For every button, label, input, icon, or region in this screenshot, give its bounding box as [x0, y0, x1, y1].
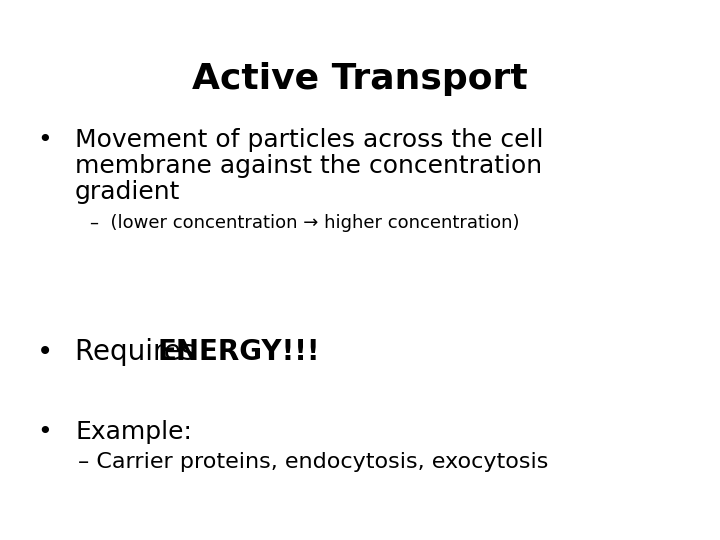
Text: •: •	[37, 338, 53, 366]
Text: ENERGY!!!: ENERGY!!!	[157, 338, 320, 366]
Text: •: •	[37, 128, 53, 152]
Text: Movement of particles across the cell: Movement of particles across the cell	[75, 128, 544, 152]
Text: membrane against the concentration: membrane against the concentration	[75, 154, 542, 178]
Text: – Carrier proteins, endocytosis, exocytosis: – Carrier proteins, endocytosis, exocyto…	[78, 452, 549, 472]
Text: –  (lower concentration → higher concentration): – (lower concentration → higher concentr…	[90, 214, 520, 232]
Text: Example:: Example:	[75, 420, 192, 444]
Text: •: •	[37, 420, 53, 444]
Text: Requires: Requires	[75, 338, 204, 366]
Text: gradient: gradient	[75, 180, 181, 204]
Text: Active Transport: Active Transport	[192, 62, 528, 96]
